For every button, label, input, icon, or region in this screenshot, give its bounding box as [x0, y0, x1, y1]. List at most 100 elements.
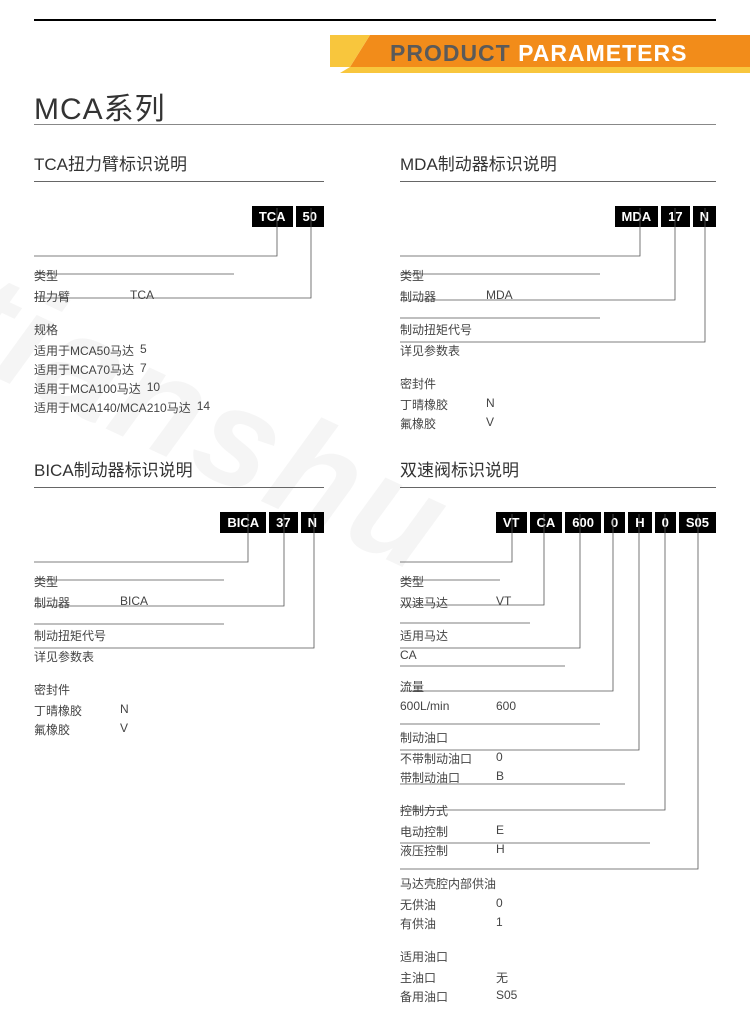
- banner-text-gray: PRODUCT: [390, 40, 518, 66]
- param-row: 适用于MCA100马达 10: [34, 380, 324, 397]
- code-box: VT: [496, 512, 527, 533]
- param-group: 类型扭力臂TCA: [34, 267, 324, 305]
- param-value: H: [496, 842, 526, 859]
- param-value: 0: [496, 896, 526, 913]
- param-key: 扭力臂: [34, 288, 124, 305]
- param-row: 丁晴橡胶N: [400, 396, 716, 413]
- param-key: 适用于MCA100马达: [34, 380, 141, 397]
- param-key: 600L/min: [400, 699, 490, 713]
- param-row: 氟橡胶V: [34, 721, 324, 738]
- param-group: 制动油口不带制动油口 0 带制动油口B: [400, 729, 716, 786]
- param-group-label: 马达壳腔内部供油: [400, 875, 716, 892]
- param-value: V: [120, 721, 150, 738]
- param-key: 主油口: [400, 969, 490, 986]
- section-title-mda: MDA制动器标识说明: [400, 150, 716, 182]
- param-row: 氟橡胶 V: [400, 415, 716, 432]
- param-group: 适用油口主油口无备用油口S05: [400, 948, 716, 1005]
- param-value: V: [486, 415, 516, 432]
- param-value: E: [496, 823, 526, 840]
- param-row: 主油口无: [400, 969, 716, 986]
- code-box: 17: [661, 206, 689, 227]
- param-group-label: 适用油口: [400, 948, 716, 965]
- param-row: 电动控制 E: [400, 823, 716, 840]
- param-key: 液压控制: [400, 842, 490, 859]
- param-value: TCA: [130, 288, 160, 305]
- param-value: 5: [140, 342, 170, 359]
- series-title: MCA系列: [34, 84, 166, 128]
- param-value: B: [496, 769, 526, 786]
- banner-text-white: PARAMETERS: [518, 40, 687, 66]
- param-group: 类型制动器 BICA: [34, 573, 324, 611]
- code-box: 0: [655, 512, 676, 533]
- param-row: CA: [400, 648, 716, 662]
- param-value: BICA: [120, 594, 150, 611]
- param-group: 制动扭矩代号详见参数表: [34, 627, 324, 665]
- param-row: 制动器 BICA: [34, 594, 324, 611]
- param-group-label: 类型: [400, 267, 716, 284]
- code-box: TCA: [252, 206, 293, 227]
- param-key: 详见参数表: [400, 342, 480, 359]
- param-value: 14: [197, 399, 227, 416]
- param-value: MDA: [486, 288, 516, 305]
- param-group-label: 制动扭矩代号: [34, 627, 324, 644]
- series-rule: [34, 124, 716, 125]
- param-row: 制动器MDA: [400, 288, 716, 305]
- code-box: BICA: [220, 512, 266, 533]
- code-row-bica: BICA37N: [34, 512, 324, 533]
- section-title-tca: TCA扭力臂标识说明: [34, 150, 324, 182]
- param-row: 详见参数表: [34, 648, 324, 665]
- code-row-vt: VTCA6000H0S05: [400, 512, 716, 533]
- param-value: S05: [496, 988, 526, 1005]
- section-mda: MDA制动器标识说明 MDA17N 类型制动器MDA制动扭矩代号详见参数表密封件…: [400, 150, 716, 448]
- param-group-label: 制动油口: [400, 729, 716, 746]
- param-key: 制动器: [34, 594, 114, 611]
- banner: PRODUCT PARAMETERS: [330, 35, 750, 73]
- param-group-label: 适用马达: [400, 627, 716, 644]
- param-row: 有供油 1: [400, 915, 716, 932]
- param-key: 电动控制: [400, 823, 490, 840]
- groups-mda: 类型制动器MDA制动扭矩代号详见参数表密封件丁晴橡胶N氟橡胶V: [400, 267, 716, 432]
- param-value: 10: [147, 380, 177, 397]
- param-value: N: [120, 702, 150, 719]
- code-box: 600: [565, 512, 601, 533]
- param-group-label: 类型: [34, 573, 324, 590]
- param-group-label: 流量: [400, 678, 716, 695]
- param-value: 0: [496, 750, 526, 767]
- top-rule: [34, 19, 716, 21]
- code-box: 0: [604, 512, 625, 533]
- param-key: 不带制动油口: [400, 750, 490, 767]
- section-vt: 双速阀标识说明 VTCA6000H0S05 类型双速马达VT适用马达CA流量60…: [400, 456, 716, 1021]
- param-value: 1: [496, 915, 526, 932]
- param-row: 备用油口S05: [400, 988, 716, 1005]
- param-row: 双速马达 VT: [400, 594, 716, 611]
- param-row: 600L/min 600: [400, 699, 716, 713]
- param-key: 双速马达: [400, 594, 490, 611]
- groups-bica: 类型制动器BICA制动扭矩代号详见参数表密封件丁晴橡胶N氟橡胶V: [34, 573, 324, 738]
- param-key: CA: [400, 648, 490, 662]
- param-value: [486, 342, 516, 359]
- param-row: 扭力臂 TCA: [34, 288, 324, 305]
- param-value: VT: [496, 594, 526, 611]
- param-value: [496, 648, 526, 662]
- code-box: MDA: [615, 206, 659, 227]
- param-key: 氟橡胶: [400, 415, 480, 432]
- param-value: [120, 648, 150, 665]
- code-row-tca: TCA50: [34, 206, 324, 227]
- param-value: N: [486, 396, 516, 413]
- param-row: 详见参数表: [400, 342, 716, 359]
- banner-text: PRODUCT PARAMETERS: [390, 40, 687, 67]
- param-group: 密封件丁晴橡胶N氟橡胶V: [34, 681, 324, 738]
- param-value: 600: [496, 699, 526, 713]
- param-row: 适用于MCA140/MCA210马达14: [34, 399, 324, 416]
- param-group-label: 控制方式: [400, 802, 716, 819]
- param-group: 适用马达 CA: [400, 627, 716, 662]
- param-row: 丁晴橡胶 N: [34, 702, 324, 719]
- param-key: 有供油: [400, 915, 490, 932]
- param-key: 丁晴橡胶: [34, 702, 114, 719]
- code-box: N: [693, 206, 716, 227]
- param-key: 详见参数表: [34, 648, 114, 665]
- param-row: 带制动油口B: [400, 769, 716, 786]
- code-box: CA: [530, 512, 563, 533]
- param-key: 无供油: [400, 896, 490, 913]
- code-box: S05: [679, 512, 716, 533]
